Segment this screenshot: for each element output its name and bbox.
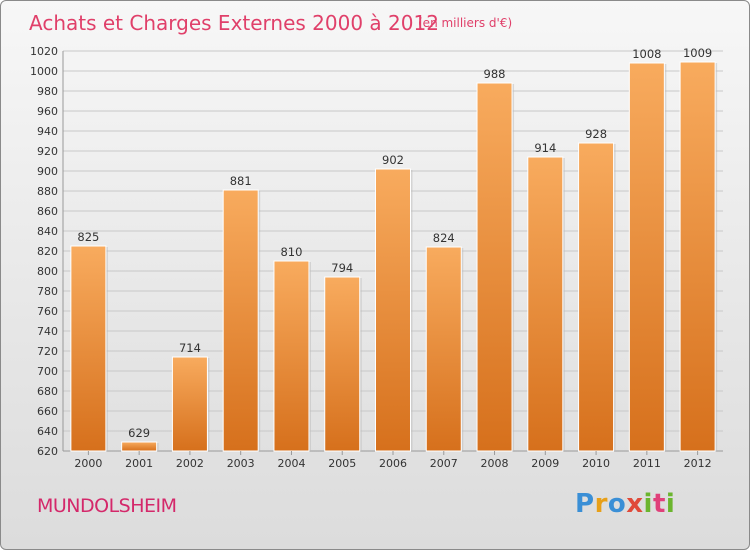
value-label: 824 [433,231,455,245]
commune-name: MUNDOLSHEIM [37,495,177,517]
x-tick-label: 2012 [684,457,712,470]
x-tick-label: 2007 [430,457,458,470]
proxiti-logo: Proxiti [575,489,676,519]
y-tick-label: 880 [37,185,58,198]
value-label: 928 [585,127,607,141]
y-tick-label: 640 [37,425,58,438]
value-label: 1009 [683,46,712,60]
y-tick-label: 720 [37,345,58,358]
bar [222,189,259,452]
chart-subtitle: (en milliers d'€) [418,16,512,30]
y-tick-label: 960 [37,105,58,118]
y-tick-label: 780 [37,285,58,298]
x-tick-label: 2010 [582,457,610,470]
x-tick-label: 2004 [277,457,305,470]
value-label: 902 [382,153,404,167]
x-tick-label: 2008 [481,457,509,470]
x-tick-label: 2002 [176,457,204,470]
bar [70,245,107,452]
value-label: 825 [77,230,99,244]
chart-title: Achats et Charges Externes 2000 à 2012 [29,11,439,35]
y-tick-label: 740 [37,325,58,338]
bar [171,356,208,452]
y-tick-label: 820 [37,245,58,258]
y-tick-label: 700 [37,365,58,378]
value-label: 794 [331,261,353,275]
x-tick-label: 2005 [328,457,356,470]
y-tick-label: 1020 [30,45,58,58]
value-label: 1008 [632,47,661,61]
y-tick-label: 840 [37,225,58,238]
y-tick-label: 1000 [30,65,58,78]
bar [628,62,665,452]
x-tick-labels: 2000 2001 2002 2003 2004 2005 2006 2007 2008 2009… [74,451,712,470]
x-tick-label: 2003 [227,457,255,470]
value-label: 881 [230,174,252,188]
y-tick-label: 660 [37,405,58,418]
x-tick-label: 2000 [74,457,102,470]
bar [578,142,615,452]
bar [273,260,310,452]
x-tick-label: 2001 [125,457,153,470]
x-tick-label: 2011 [633,457,661,470]
y-tick-label: 860 [37,205,58,218]
y-tick-label: 920 [37,145,58,158]
y-tick-label: 800 [37,265,58,278]
bar [527,156,564,452]
bar [324,276,361,452]
x-tick-label: 2006 [379,457,407,470]
y-tick-label: 680 [37,385,58,398]
y-tick-label: 620 [37,445,58,458]
y-tick-label: 760 [37,305,58,318]
bar [121,441,158,452]
value-label: 629 [128,426,150,440]
bars [70,61,718,452]
bar [679,61,716,452]
value-label: 988 [484,67,506,81]
value-labels: 825 629 714 881 810 794 902 824 988 914 928 1008 100… [77,46,712,440]
bar [425,246,462,452]
bar [476,82,513,452]
value-label: 714 [179,341,201,355]
value-label: 810 [280,245,302,259]
value-label: 914 [534,141,556,155]
bar [375,168,411,452]
y-tick-label: 900 [37,165,58,178]
x-tick-label: 2009 [531,457,559,470]
y-tick-labels: 620 640 660 680 700 720 740 760 780 800 820 840 860 8… [30,45,58,458]
y-tick-label: 940 [37,125,58,138]
y-tick-label: 980 [37,85,58,98]
